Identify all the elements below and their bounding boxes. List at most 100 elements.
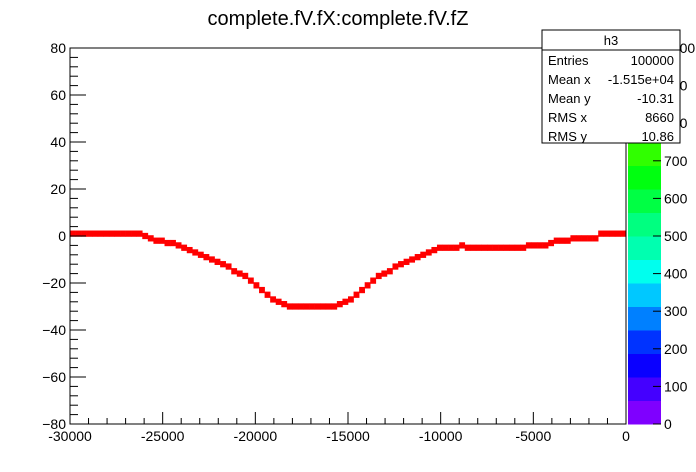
x-tick-label-4: -10000 [419,428,463,444]
axes: -30000 -25000 -20000 -15000 -10000 -5000 0 −80 −… [42,40,630,444]
palette-label-5: 500 [664,228,688,244]
data-bin-5 [97,230,104,237]
y-tick-label-5: 20 [50,181,66,197]
data-bin-40 [292,303,299,310]
data-bin-80 [514,244,521,251]
y-tick-label-4: 0 [58,228,66,244]
data-bin-47 [331,303,338,310]
palette-swatch-2 [628,353,661,378]
data-bin-62 [414,254,421,261]
data-bin-58 [392,263,399,270]
data-bin-81 [520,244,527,251]
data-bin-85 [542,242,549,249]
data-bin-59 [398,261,404,268]
data-bin-98 [614,230,621,237]
data-bin-45 [320,303,327,310]
palette-swatch-3 [628,330,661,354]
stats-value-2: -10.31 [637,91,674,106]
x-tick-label-2: -20000 [234,428,278,444]
data-bin-92 [581,235,588,242]
data-bin-36 [270,296,277,303]
palette-swatch-1 [628,377,661,401]
data-bin-89 [564,237,571,244]
data-bin-78 [503,244,510,251]
data-bin-12 [136,230,143,237]
data-bin-54 [370,277,377,284]
data-bin-8 [114,230,121,237]
data-marks [70,230,627,310]
data-bin-79 [509,244,516,251]
stats-label-3: RMS x [548,110,588,125]
data-bin-53 [364,282,371,289]
data-bin-77 [498,244,504,251]
data-bin-91 [575,235,582,242]
data-bin-99 [620,230,627,237]
data-bin-11 [131,230,138,237]
data-bin-3 [86,230,93,237]
data-bin-49 [342,298,349,305]
data-bin-24 [203,254,210,261]
data-bin-10 [125,230,132,237]
data-bin-71 [464,244,471,251]
palette-swatch-6 [628,259,661,284]
data-bin-34 [259,286,265,294]
palette-label-6: 600 [664,190,688,206]
data-bin-20 [181,244,188,251]
palette-swatch-8 [628,212,661,237]
data-bin-69 [453,244,460,251]
data-bin-16 [158,237,165,244]
stats-label-0: Entries [548,53,589,68]
data-bin-26 [214,258,221,265]
y-tick-label-1: −60 [42,369,66,385]
data-bin-17 [164,239,171,247]
data-bin-15 [153,237,160,244]
data-bin-9 [120,230,126,237]
stats-label-4: RMS y [548,129,588,144]
data-bin-68 [448,244,454,251]
data-bin-74 [481,244,488,251]
data-bin-30 [236,270,243,277]
data-bin-14 [147,235,154,242]
data-bin-84 [537,242,543,249]
data-bin-43 [309,303,315,310]
stats-box-frame [541,29,681,144]
data-bin-60 [403,258,410,265]
palette-label-1: 100 [664,378,688,394]
stats-value-3: 8660 [645,110,674,125]
data-bin-70 [459,242,466,249]
data-bin-19 [175,242,182,249]
data-bin-55 [375,272,382,280]
chart-title: complete.fV.fX:complete.fV.fZ [208,8,469,30]
palette-label-2: 200 [664,341,688,357]
data-bin-41 [297,303,304,310]
y-tick-label-0: −80 [42,416,66,432]
data-bin-87 [553,237,560,244]
data-bin-73 [475,244,482,251]
data-bin-18 [170,239,176,247]
palette-swatch-0 [628,400,661,425]
data-bin-7 [108,230,115,237]
data-bin-35 [264,291,271,298]
data-bin-94 [592,235,599,242]
x-tick-label-6: 0 [622,428,630,444]
y-tick-label-6: 40 [50,134,66,150]
y-tick-label-3: −20 [42,275,66,291]
data-bin-88 [559,237,566,244]
data-bin-61 [409,256,416,263]
data-bin-25 [209,256,215,263]
palette-swatch-9 [628,189,661,213]
data-bin-83 [531,242,538,249]
data-bin-32 [247,277,254,284]
data-bin-97 [609,230,616,237]
data-bin-56 [381,270,388,277]
data-bin-64 [425,249,432,256]
palette-swatch-5 [628,283,661,307]
y-tick-label-8: 80 [50,40,66,56]
data-bin-57 [386,268,393,275]
x-tick-label-1: -25000 [141,428,185,444]
palette-label-7: 700 [664,153,688,169]
stats-box: h3 Entries 100000 Mean x -1.515e+04 Mean y -10… [541,29,681,144]
data-bin-33 [253,282,260,289]
data-bin-37 [275,298,282,305]
